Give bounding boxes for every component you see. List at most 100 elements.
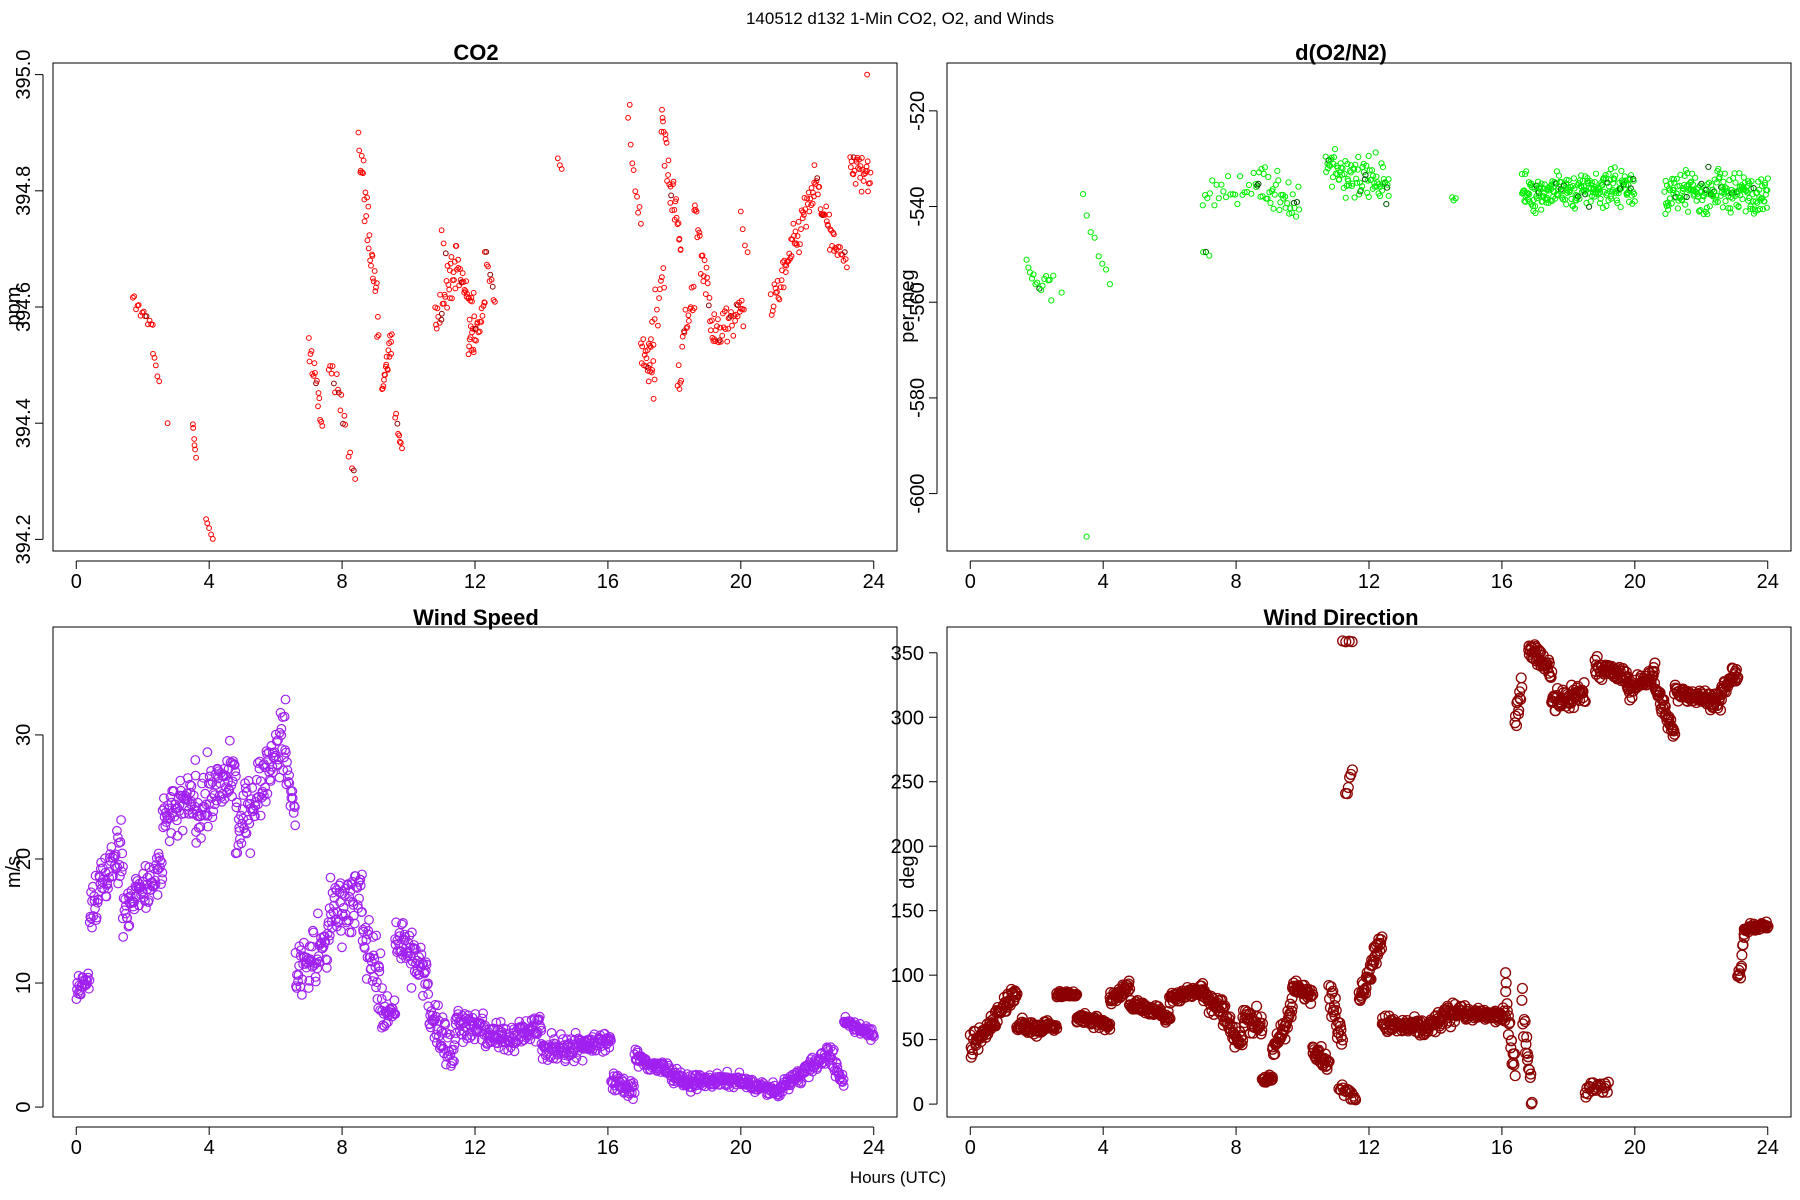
o2-point xyxy=(1030,271,1037,278)
co2-point xyxy=(364,194,371,201)
o2-point xyxy=(1706,203,1713,210)
o2-point xyxy=(1677,171,1684,178)
wind-speed-point xyxy=(313,908,323,919)
co2-y-tick-label: 394.6 xyxy=(13,282,35,332)
co2-x-tick-label: 12 xyxy=(464,571,486,593)
co2-point xyxy=(732,317,738,324)
co2-point xyxy=(656,295,662,302)
co2-point xyxy=(811,162,818,169)
wind-speed-point xyxy=(289,801,300,811)
co2-point xyxy=(693,208,700,215)
co2-point xyxy=(727,313,734,319)
co2-point xyxy=(356,147,363,154)
wind-speed-point xyxy=(371,982,381,993)
wind-speed-y-tick-label: 30 xyxy=(13,724,35,746)
co2-point xyxy=(461,289,468,296)
co2-point xyxy=(636,204,643,210)
co2-point xyxy=(659,115,666,121)
wind-speed-point xyxy=(354,893,365,904)
wind-speed-point xyxy=(262,788,273,799)
co2-point xyxy=(801,195,808,201)
o2-point xyxy=(1379,187,1386,194)
wind-speed-point xyxy=(165,813,176,823)
co2-point xyxy=(639,343,646,350)
co2-point xyxy=(469,325,476,332)
wind-speed-point xyxy=(82,972,93,983)
wind-speed-point xyxy=(226,780,237,791)
o2-point xyxy=(1623,182,1630,189)
wind-direction-x-tick-label: 16 xyxy=(1491,1137,1513,1159)
o2-point xyxy=(1589,179,1596,186)
co2-point xyxy=(801,212,807,218)
wind-speed-point xyxy=(369,971,379,982)
o2-point xyxy=(1289,191,1296,198)
co2-point xyxy=(487,271,494,278)
o2-point xyxy=(1605,171,1612,178)
wind-speed-point xyxy=(106,842,117,852)
wind-speed-point xyxy=(307,941,317,952)
co2-point xyxy=(844,264,850,271)
wind-speed-point xyxy=(339,890,350,901)
o2-point xyxy=(1255,180,1262,187)
o2-x-tick-label: 4 xyxy=(1098,571,1109,593)
o2-point xyxy=(1670,176,1678,183)
co2-point xyxy=(860,178,867,184)
o2-point xyxy=(1563,176,1570,183)
o2-point xyxy=(1518,171,1526,178)
o2-y-tick-label: -540 xyxy=(907,187,929,227)
o2-point xyxy=(1532,209,1539,217)
o2-point xyxy=(1555,185,1562,193)
o2-point xyxy=(1595,185,1602,192)
o2-point xyxy=(1202,248,1210,256)
o2-point xyxy=(1206,252,1213,259)
co2-point xyxy=(650,395,657,402)
o2-point xyxy=(1576,195,1583,202)
co2-point xyxy=(433,325,440,332)
co2-point xyxy=(455,256,462,263)
o2-point xyxy=(1727,205,1734,212)
co2-point xyxy=(360,157,367,164)
co2-point xyxy=(156,378,163,385)
o2-point xyxy=(1756,186,1763,193)
co2-point xyxy=(386,353,393,360)
wind-speed-point xyxy=(186,781,197,791)
wind-speed-point xyxy=(230,766,241,777)
o2-point xyxy=(1717,170,1724,177)
co2-point xyxy=(658,277,664,284)
co2-point xyxy=(665,172,671,178)
co2-point xyxy=(366,232,373,239)
o2-point xyxy=(1683,193,1690,201)
co2-point xyxy=(435,313,442,320)
o2-point xyxy=(1734,191,1741,198)
co2-point xyxy=(715,316,721,323)
co2-point xyxy=(778,277,785,284)
co2-point xyxy=(371,268,378,274)
o2-point xyxy=(1673,190,1680,197)
co2-point xyxy=(146,317,153,324)
o2-point xyxy=(1759,206,1767,213)
wind-speed-point xyxy=(155,862,165,873)
o2-point xyxy=(1748,178,1755,185)
wind-speed-point xyxy=(667,1064,678,1075)
co2-point xyxy=(312,370,318,376)
o2-point xyxy=(1354,166,1361,173)
o2-point xyxy=(1267,199,1274,207)
wind-speed-point xyxy=(383,1010,393,1021)
co2-x-tick-label: 0 xyxy=(71,571,82,593)
wind-speed-point xyxy=(416,949,427,960)
co2-point xyxy=(191,436,198,442)
o2-point xyxy=(1248,190,1255,197)
wind-speed-panel: Wind Speed m/s 0 4 8 12 16 20 24 0 10 20 30 xyxy=(3,605,898,1159)
o2-point xyxy=(1692,174,1699,181)
co2-point xyxy=(476,328,483,335)
o2-point xyxy=(1352,161,1359,168)
o2-y-axis-label: per meg xyxy=(897,269,919,342)
co2-point xyxy=(705,302,712,309)
o2-point xyxy=(1341,170,1348,178)
o2-point xyxy=(1611,164,1618,171)
o2-point xyxy=(1668,200,1675,207)
co2-point xyxy=(684,324,691,330)
wind-speed-point xyxy=(123,921,134,932)
co2-panel-title: CO2 xyxy=(453,40,498,65)
co2-points xyxy=(130,71,874,542)
